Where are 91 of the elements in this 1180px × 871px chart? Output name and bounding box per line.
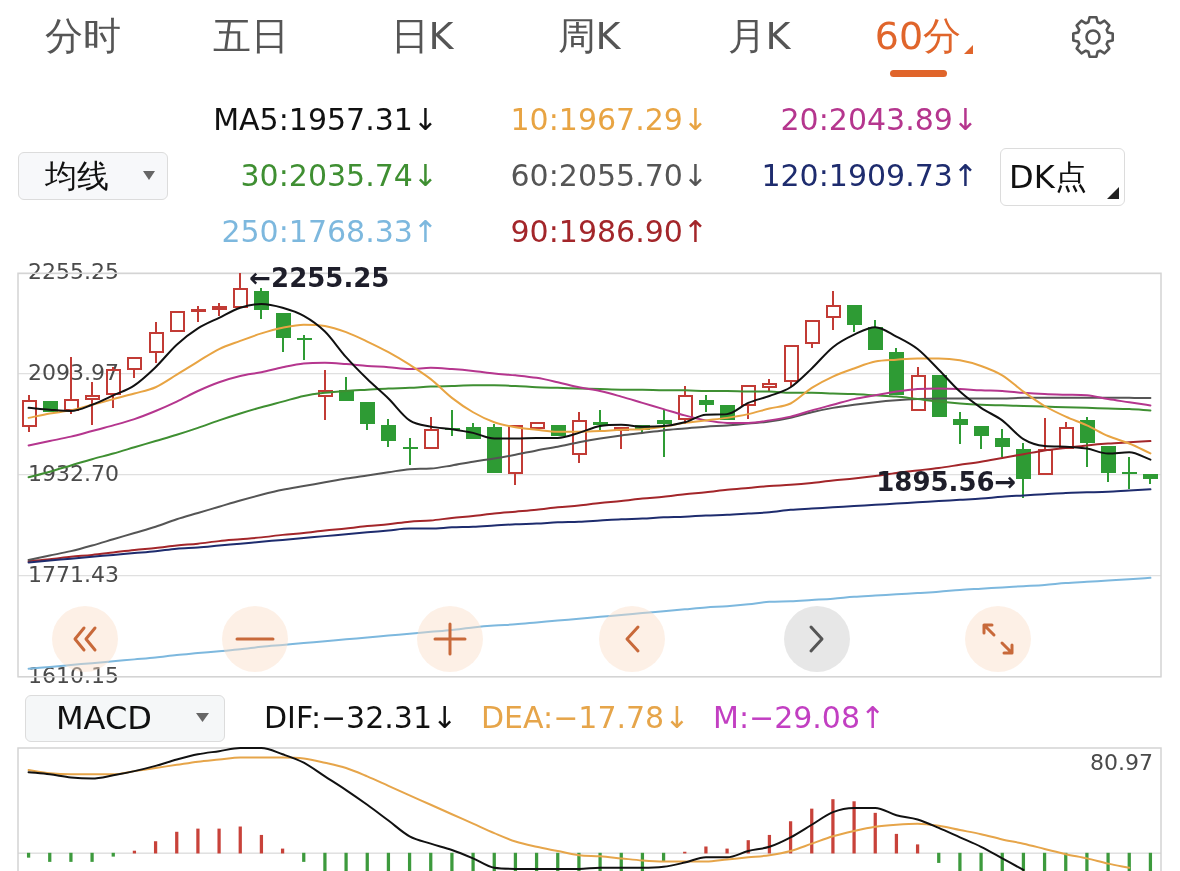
bar: [196, 828, 200, 854]
annotation: 1895.56→: [876, 466, 1017, 497]
bar: [407, 852, 412, 871]
candlestick: [22, 394, 37, 433]
candlestick: [889, 347, 904, 395]
candlestick: [318, 369, 333, 421]
bar: [852, 801, 856, 854]
text: M:−29.08↑: [713, 700, 886, 736]
annotation: ←2255.25: [249, 262, 390, 293]
bar: [259, 834, 264, 854]
bar: [937, 852, 941, 863]
y-tick-label: 2255.25: [28, 258, 119, 284]
series-label: DIF:−32.31↓: [264, 700, 458, 736]
candlestick: [995, 428, 1010, 458]
candlestick: [297, 334, 312, 361]
bar: [450, 852, 454, 871]
bar: [302, 852, 306, 862]
candlestick: [593, 409, 608, 433]
text: 20:2043.89↓: [780, 102, 978, 138]
candlestick: [1059, 421, 1074, 449]
text: 周K: [557, 13, 621, 60]
candlestick: [508, 425, 523, 486]
candlestick: [1101, 446, 1116, 483]
bar: [365, 852, 369, 871]
bar: [69, 852, 73, 862]
candlestick: [572, 411, 587, 464]
text: 分时: [45, 13, 121, 60]
line-series: [27, 396, 1152, 561]
candlestick: [233, 272, 248, 308]
y-tick-label: 1932.70: [28, 460, 119, 486]
bar: [1042, 852, 1047, 871]
candlestick: [85, 381, 100, 426]
candlestick: [127, 357, 142, 379]
dropdown: MACD: [25, 695, 225, 742]
candlestick: [1038, 417, 1053, 475]
text: 250:1768.33↑: [221, 214, 438, 250]
candlestick: [826, 290, 841, 331]
text: 60:2055.70↓: [510, 158, 708, 194]
candlestick: [911, 366, 926, 411]
candlestick: [699, 394, 714, 413]
candlestick: [1122, 456, 1137, 490]
text: 120:1909.73↑: [761, 158, 978, 194]
candlestick: [1016, 442, 1031, 499]
bar: [90, 852, 94, 862]
candlestick: [487, 423, 502, 473]
bar: [725, 848, 729, 854]
annotation: 80.97: [1090, 749, 1153, 775]
candlestick: [805, 320, 820, 349]
line-series: [27, 361, 1152, 447]
text: 月K: [727, 13, 791, 60]
candlestick: [1080, 416, 1095, 468]
text: 日K: [390, 13, 454, 60]
bar: [323, 852, 327, 871]
bar: [217, 828, 221, 854]
text: 10:1967.29↓: [510, 102, 708, 138]
bar: [915, 844, 920, 854]
candlestick: [953, 411, 968, 445]
y-tick-label: 1771.43: [28, 561, 119, 587]
bar: [704, 846, 708, 854]
text: 30:2035.74↓: [240, 158, 438, 194]
bar: [386, 852, 391, 871]
bar: [979, 852, 983, 871]
bar: [48, 852, 52, 862]
candlestick: [360, 402, 375, 431]
candlestick: [212, 302, 227, 317]
text: 90:1986.90↑: [510, 214, 708, 250]
candlestick: [191, 305, 206, 323]
toggle-button: DK点: [1000, 148, 1125, 206]
candlestick: [149, 321, 164, 364]
bar: [1148, 852, 1153, 871]
bar: [26, 852, 31, 858]
text: 60分: [874, 13, 962, 60]
text: DEA:−17.78↓: [481, 700, 690, 736]
bar: [831, 799, 835, 854]
text: 五日: [213, 13, 289, 60]
bar: [111, 852, 115, 857]
candlestick: [974, 426, 989, 450]
candlestick: [403, 437, 418, 466]
bar: [344, 852, 348, 871]
candlestick: [530, 422, 545, 429]
candlestick: [381, 418, 396, 448]
dropdown: 均线: [18, 152, 168, 200]
text: MA5:1957.31↓: [213, 102, 438, 138]
bar: [958, 852, 962, 871]
candlestick: [847, 305, 862, 333]
bar: [429, 852, 433, 871]
candlestick: [170, 311, 185, 332]
bar: [153, 841, 158, 854]
candlestick: [276, 313, 291, 353]
candlestick: [657, 409, 672, 458]
candlestick: [1143, 474, 1158, 485]
